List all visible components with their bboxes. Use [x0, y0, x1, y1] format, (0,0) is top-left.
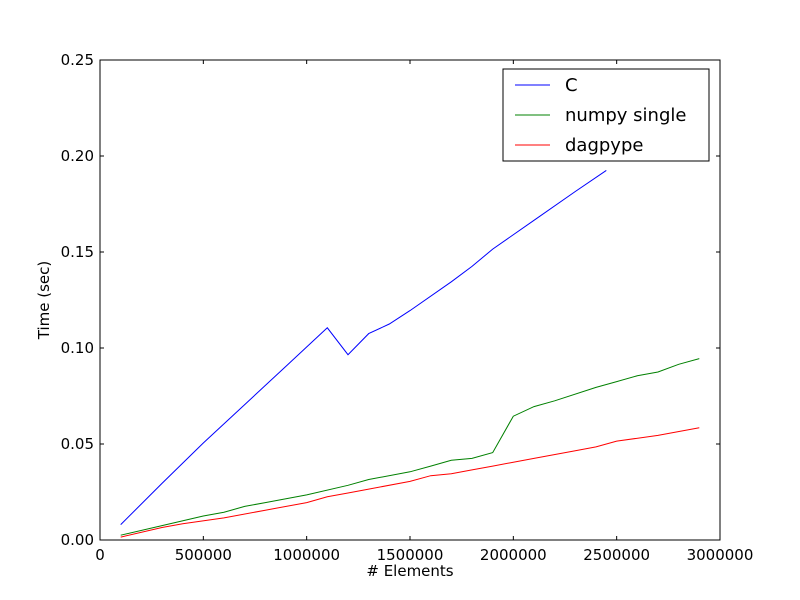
- series-layer: [120, 169, 700, 538]
- series-line-0: [120, 169, 607, 525]
- legend-label-1: numpy single: [565, 105, 686, 126]
- legend-label-0: C: [565, 75, 578, 96]
- y-tick-label: 0.10: [61, 339, 94, 357]
- x-tick-label: 1500000: [377, 546, 444, 564]
- ticks-layer: 0 500000 1000000 1500000 2000000 2500000 30000…: [61, 51, 754, 564]
- x-tick-label: 0: [95, 546, 105, 564]
- legend-label-2: dagpype: [565, 135, 643, 156]
- y-tick-label: 0.15: [61, 243, 94, 261]
- series-line-1: [120, 358, 700, 536]
- x-tick-label: 3000000: [687, 546, 754, 564]
- x-tick-label: 1000000: [273, 546, 340, 564]
- x-axis-label: # Elements: [366, 562, 453, 580]
- y-axis-label: Time (sec): [35, 261, 53, 340]
- y-tick-label: 0.05: [61, 435, 94, 453]
- y-tick-label: 0.25: [61, 51, 94, 69]
- y-tick-label: 0.20: [61, 147, 94, 165]
- series-line-2: [120, 427, 700, 538]
- y-tick-label: 0.00: [61, 531, 94, 549]
- x-tick-label: 2000000: [480, 546, 547, 564]
- x-tick-label: 2500000: [583, 546, 650, 564]
- x-tick-label: 500000: [175, 546, 232, 564]
